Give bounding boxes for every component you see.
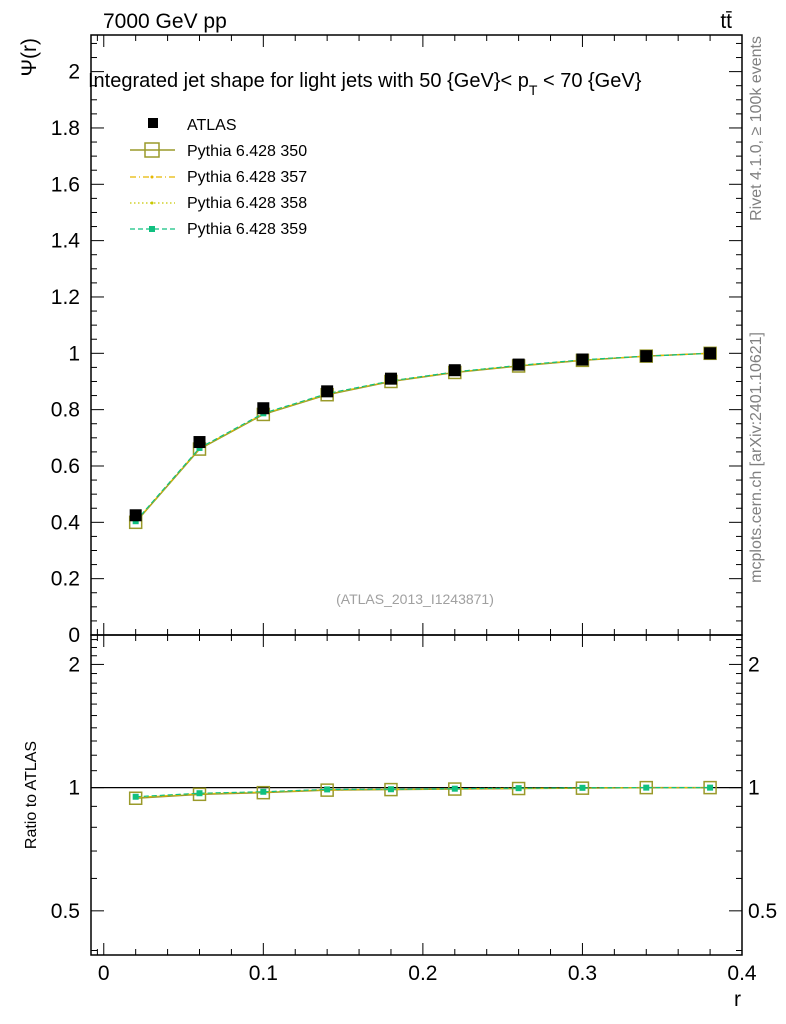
legend-label-atlas: ATLAS	[187, 117, 237, 134]
legend-marker-p357	[150, 175, 154, 179]
main-atlas-point	[512, 358, 525, 371]
x-tick-label: 0.4	[727, 962, 757, 985]
y-tick-label: 1.8	[51, 117, 80, 140]
ratio-point-p350	[128, 791, 143, 805]
ratio-point-p359	[515, 785, 522, 792]
ratio-tick-label-right: 0.5	[748, 900, 777, 923]
x-tick-label: 0	[98, 962, 110, 985]
y-tick-label: 0.2	[51, 568, 80, 591]
ratio-line-p357	[135, 787, 711, 799]
y-tick-label: 0.8	[51, 399, 80, 422]
plot-title: Integrated jet shape for light jets with…	[88, 70, 642, 98]
legend-item-p357: Pythia 6.428 357	[130, 169, 307, 186]
ratio-point-p359	[451, 785, 458, 792]
ratio-tick-label-left: 0.5	[51, 900, 80, 923]
legend-item-p358: Pythia 6.428 358	[130, 195, 307, 212]
ratio-point-p359	[579, 784, 586, 791]
legend-item-p350: Pythia 6.428 350	[130, 142, 307, 160]
legend-label-p357: Pythia 6.428 357	[187, 169, 307, 186]
ratio-tick-label-right: 2	[748, 653, 760, 676]
ratio-point-p359	[643, 784, 650, 791]
y-tick-label: 2	[68, 61, 80, 84]
main-line-p350	[135, 352, 711, 523]
y-tick-label: 0	[68, 624, 80, 647]
main-atlas-point	[704, 347, 717, 360]
ratio-panel-frame	[90, 634, 743, 956]
legend-marker-atlas	[148, 118, 158, 128]
legend-marker-p350	[144, 142, 160, 158]
ratio-y-axis-label: Ratio to ATLAS	[23, 741, 40, 849]
plot-title-tail: < 70 {GeV}	[537, 70, 641, 92]
legend-marker-p358	[150, 201, 154, 205]
y-tick-label: 1.4	[51, 230, 81, 253]
legend: ATLAS Pythia 6.428 350 Pythia 6.428 357 …	[130, 117, 307, 238]
ratio-point-p359	[387, 786, 394, 793]
main-atlas-point	[448, 364, 461, 377]
main-atlas-point	[257, 402, 270, 415]
ratio-tick-label-left: 1	[68, 777, 80, 800]
y-tick-label: 1.2	[51, 286, 80, 309]
main-atlas-point	[384, 372, 397, 385]
x-tick-label: 0.2	[408, 962, 437, 985]
ratio-point-p359	[707, 784, 714, 791]
ratio-point-p359	[260, 788, 267, 795]
analysis-id: (ATLAS_2013_I1243871)	[336, 591, 494, 607]
ratio-tick-label-right: 1	[748, 777, 760, 800]
main-atlas-point	[576, 353, 589, 366]
main-line-p358	[135, 352, 711, 522]
main-atlas-point	[129, 509, 142, 522]
rivet-label: Rivet 4.1.0, ≥ 100k events	[748, 36, 765, 221]
legend-item-atlas: ATLAS	[148, 117, 237, 134]
ratio-point-p359	[196, 790, 203, 797]
x-tick-label: 0.3	[568, 962, 597, 985]
energy-label: 7000 GeV pp	[103, 10, 227, 33]
legend-label-p350: Pythia 6.428 350	[187, 143, 307, 160]
legend-label-p359: Pythia 6.428 359	[187, 221, 307, 238]
mcplots-label: mcplots.cern.ch [arXiv:2401.10621]	[748, 332, 765, 583]
legend-label-p358: Pythia 6.428 358	[187, 195, 307, 212]
x-tick-label: 0.1	[249, 962, 278, 985]
y-tick-label: 1	[68, 342, 80, 365]
main-atlas-point	[193, 436, 206, 449]
y-tick-label: 0.6	[51, 455, 80, 478]
legend-item-p359: Pythia 6.428 359	[130, 221, 307, 238]
y-tick-label: 0.4	[51, 511, 81, 534]
x-axis-label: r	[734, 988, 741, 1011]
process-label: tt̄	[720, 10, 732, 33]
main-atlas-point	[321, 385, 334, 398]
main-y-axis-label: Ψ(r)	[18, 38, 41, 77]
plot-title-sub: T	[529, 82, 538, 98]
ratio-point-p359	[324, 786, 331, 793]
legend-marker-p359	[149, 226, 155, 232]
ratio-point-p359	[132, 793, 139, 800]
y-tick-label: 1.6	[51, 173, 80, 196]
ratio-tick-label-left: 2	[68, 653, 80, 676]
plot-title-main: Integrated jet shape for light jets with…	[88, 70, 529, 92]
main-atlas-point	[640, 350, 653, 363]
